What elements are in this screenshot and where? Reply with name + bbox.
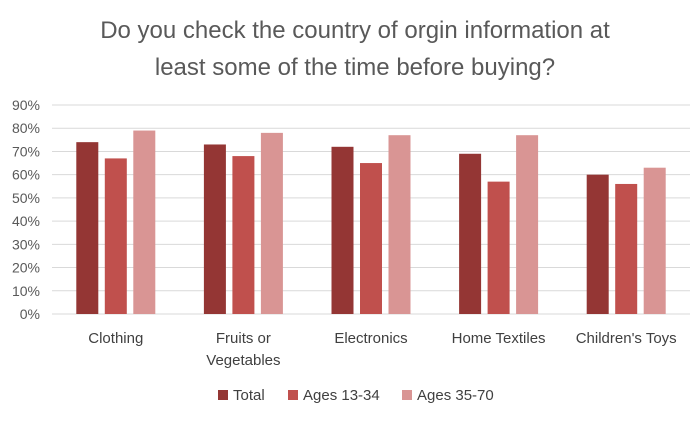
chart-title-line: Do you check the country of orgin inform… [100, 17, 610, 44]
y-tick-label: 40% [12, 213, 40, 229]
bar [232, 156, 255, 314]
x-axis-categories: Clothing Fruits or Vegetables Electronics Ho… [88, 330, 676, 369]
bar [104, 158, 127, 314]
legend-swatch [402, 390, 412, 400]
y-tick-label: 20% [12, 260, 40, 276]
x-category-label: Electronics [334, 330, 407, 347]
bar [133, 130, 156, 314]
chart-title-line: least some of the time before buying? [155, 54, 555, 81]
legend-label: Total [233, 387, 265, 404]
legend: Total Ages 13-34 Ages 35-70 [218, 387, 494, 404]
bar [615, 183, 638, 314]
x-category-label: Home Textiles [452, 330, 546, 347]
legend-swatch [288, 390, 298, 400]
bar [586, 174, 609, 314]
bar [203, 144, 226, 314]
bar [260, 132, 283, 314]
bars [76, 130, 666, 314]
bar [360, 163, 382, 314]
y-tick-label: 80% [12, 120, 40, 136]
bar [487, 181, 510, 314]
x-category-label: Clothing [88, 330, 143, 347]
y-tick-label: 30% [12, 236, 40, 252]
legend-label: Ages 13-34 [303, 387, 380, 404]
bar [76, 142, 99, 314]
bar [516, 135, 539, 314]
y-tick-label: 50% [12, 190, 40, 206]
y-tick-label: 0% [20, 306, 40, 322]
legend-swatch [218, 390, 228, 400]
bar [388, 135, 411, 314]
y-tick-label: 10% [12, 283, 40, 299]
y-tick-label: 90% [12, 97, 40, 113]
bar [643, 167, 666, 314]
chart-title: Do you check the country of orgin inform… [100, 17, 610, 81]
y-tick-label: 60% [12, 167, 40, 183]
bar [331, 146, 354, 314]
legend-label: Ages 35-70 [417, 387, 494, 404]
y-tick-label: 70% [12, 143, 40, 159]
x-category-label: Children's Toys [576, 330, 677, 347]
x-category-label: Fruits or Vegetables [206, 330, 280, 369]
bar [459, 153, 482, 314]
y-axis-ticks: 0% 10% 20% 30% 40% 50% 60% 70% 80% 90% [12, 97, 40, 322]
